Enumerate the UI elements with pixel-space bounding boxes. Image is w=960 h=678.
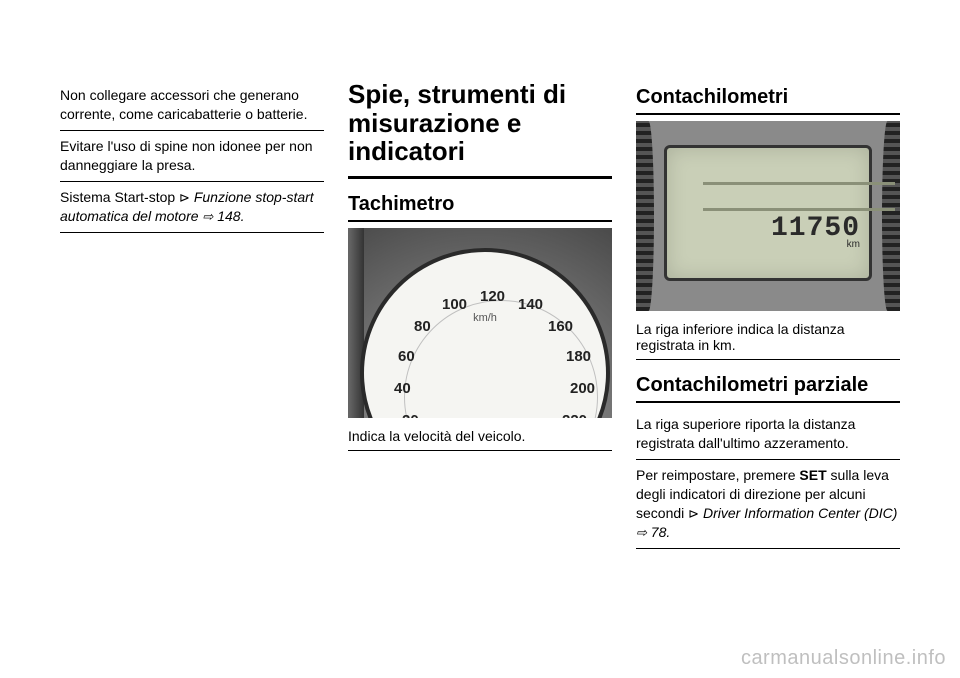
display-line	[703, 182, 895, 185]
paragraph: Non collegare accessori che generano cor…	[60, 80, 324, 131]
vent-decor	[882, 121, 900, 311]
paragraph: Per reimpostare, premere SET sulla leva …	[636, 460, 900, 549]
figure-speedometer: km/h 20 40 60 80 100 120 140 160 180 200 220	[348, 228, 612, 418]
speedometer-number: 60	[398, 348, 415, 365]
figure-caption: La riga inferiore indica la distanza reg…	[636, 315, 900, 360]
speedometer-number: 40	[394, 380, 411, 397]
speedometer-number: 200	[570, 380, 595, 397]
subsection-title: Contachilometri	[636, 86, 900, 115]
watermark: carmanualsonline.info	[741, 647, 946, 670]
figure-odometer: 11750 km	[636, 121, 900, 311]
pageref-icon: ⇨	[636, 524, 647, 542]
subsection-title: Contachilometri parziale	[636, 374, 900, 403]
pageref-number: 78.	[647, 524, 670, 540]
text-fragment: Sistema Start-stop	[60, 189, 179, 205]
text-fragment: Per reimpostare, premere	[636, 467, 799, 483]
speedometer-number: 140	[518, 296, 543, 313]
odometer-unit: km	[847, 239, 860, 250]
column-1: Non collegare accessori che generano cor…	[60, 80, 324, 620]
pageref-number: 148.	[213, 208, 244, 224]
crossref-link: Driver Information Center (DIC)	[703, 505, 898, 521]
paragraph: La riga superiore riporta la distanza re…	[636, 409, 900, 460]
speedometer-number: 120	[480, 288, 505, 305]
speedometer-unit: km/h	[473, 312, 497, 324]
speedometer-number: 180	[566, 348, 591, 365]
crossref-icon: ⊳	[179, 189, 190, 207]
display-line	[703, 208, 895, 211]
section-title: Spie, strumenti di misurazione e indicat…	[348, 80, 612, 179]
manual-page: Non collegare accessori che generano cor…	[60, 80, 900, 620]
speedometer-number: 80	[414, 318, 431, 335]
figure-caption: Indica la velocità del veicolo.	[348, 422, 612, 451]
paragraph: Sistema Start-stop ⊳ Funzione stop-start…	[60, 182, 324, 233]
button-reference: SET	[799, 467, 826, 483]
paragraph: Evitare l'uso di spine non idonee per no…	[60, 131, 324, 182]
crossref-icon: ⊳	[688, 505, 699, 523]
speedometer-number: 220	[562, 412, 587, 418]
column-2: Spie, strumenti di misurazione e indicat…	[348, 80, 612, 620]
vent-decor	[636, 121, 654, 311]
pageref-icon: ⇨	[202, 208, 213, 226]
speedometer-number: 160	[548, 318, 573, 335]
subsection-title: Tachimetro	[348, 193, 612, 222]
speedometer-number: 100	[442, 296, 467, 313]
speedometer-number: 20	[402, 412, 419, 418]
column-3: Contachilometri 11750 km La riga inferio…	[636, 80, 900, 620]
